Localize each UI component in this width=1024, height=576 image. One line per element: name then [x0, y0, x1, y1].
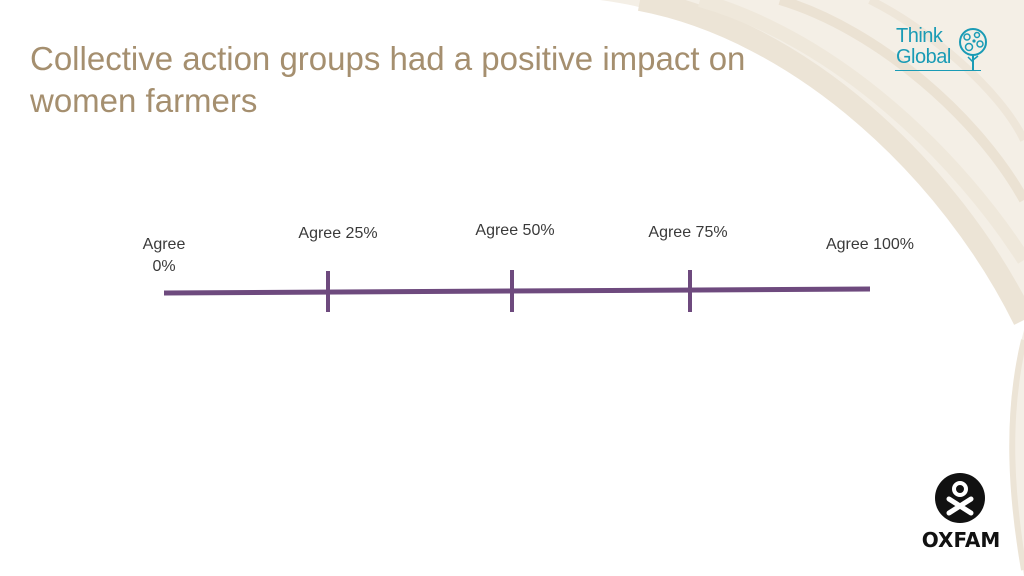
- think-global-line2: Global: [896, 46, 951, 68]
- think-global-line1: Think: [896, 25, 943, 47]
- scale-label-25: Agree 25%: [298, 225, 378, 242]
- oxfam-wordmark: OXFAM: [921, 528, 1001, 552]
- think-global-logo: Think Global: [893, 24, 993, 74]
- globe-tree-icon: [959, 28, 987, 70]
- scale-line: [163, 286, 871, 296]
- scale-label-0: Agree 0%: [134, 234, 194, 278]
- oxfam-figure-icon: [935, 473, 985, 523]
- oxfam-logo: OXFAM: [918, 468, 1004, 558]
- scale-label-0-line2: 0%: [152, 258, 176, 275]
- scale-label-75: Agree 75%: [648, 224, 728, 241]
- slide-title: Collective action groups had a positive …: [30, 40, 746, 119]
- scale-label-0-line1: Agree: [142, 236, 186, 253]
- think-global-underline: [895, 70, 981, 71]
- scale-label-50: Agree 50%: [475, 222, 555, 239]
- scale-label-100: Agree 100%: [825, 236, 915, 253]
